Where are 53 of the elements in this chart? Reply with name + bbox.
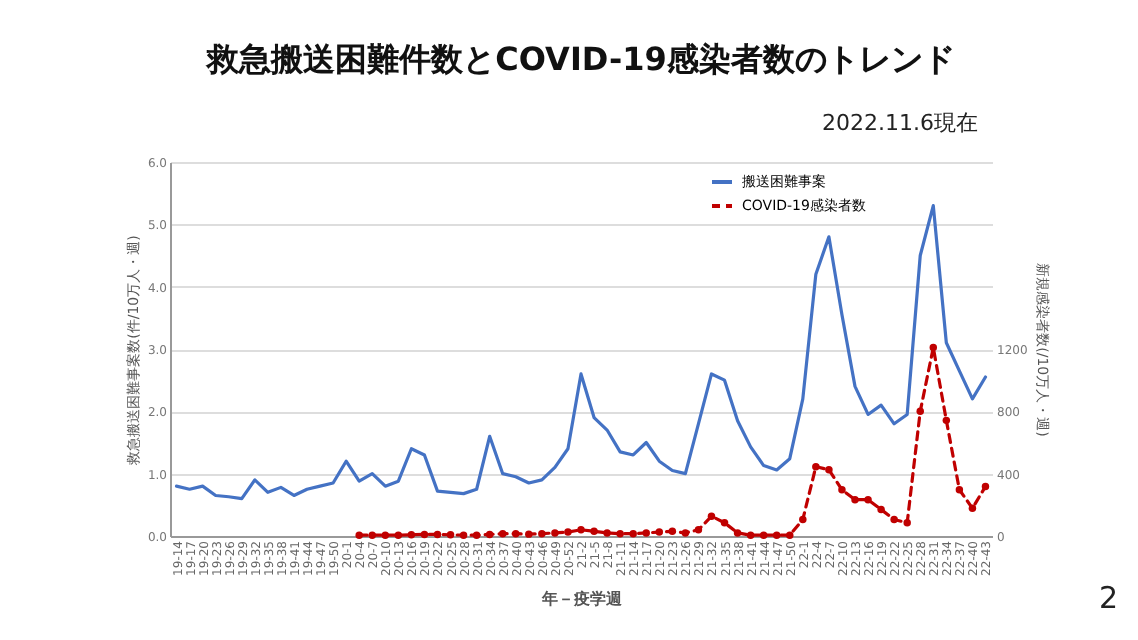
point (851, 495, 859, 504)
point (668, 527, 677, 536)
point (825, 466, 833, 474)
point (759, 531, 768, 539)
point (929, 343, 938, 352)
point (812, 462, 820, 471)
point (577, 526, 585, 534)
point (877, 505, 885, 514)
point (459, 531, 468, 539)
point (968, 504, 977, 512)
point (890, 515, 898, 524)
point (551, 529, 559, 537)
point (525, 530, 533, 538)
point (485, 530, 494, 539)
point (642, 529, 650, 537)
point (746, 531, 755, 539)
point (655, 528, 664, 536)
point (981, 482, 990, 491)
point (955, 485, 964, 494)
point (498, 529, 507, 538)
point (707, 512, 716, 520)
point (694, 526, 703, 534)
point (786, 531, 794, 539)
point (603, 529, 611, 537)
point (916, 407, 924, 416)
text: 2 (1098, 580, 1118, 616)
point (472, 531, 481, 539)
point (733, 529, 742, 537)
point (355, 531, 363, 539)
point (838, 485, 846, 494)
point (616, 529, 624, 538)
point (772, 531, 781, 539)
point (407, 531, 416, 539)
point (446, 531, 455, 539)
point (512, 529, 520, 538)
point (629, 529, 637, 538)
point (538, 529, 546, 538)
point (394, 531, 403, 539)
text: 2022.11.6現在 (822, 108, 978, 138)
point (720, 519, 729, 527)
point (590, 527, 598, 536)
point (564, 528, 572, 536)
point (864, 495, 872, 504)
point (433, 530, 442, 539)
point (799, 515, 807, 524)
point (420, 530, 429, 539)
point (681, 529, 690, 537)
point (903, 519, 911, 527)
point (942, 416, 951, 425)
chart-title: 救急搬送困難件数とCOVID-19感染者数のトレンド (205, 40, 955, 78)
point (381, 531, 390, 539)
x-axis-title: 年－疫学週 (540, 589, 624, 608)
point (368, 531, 376, 539)
